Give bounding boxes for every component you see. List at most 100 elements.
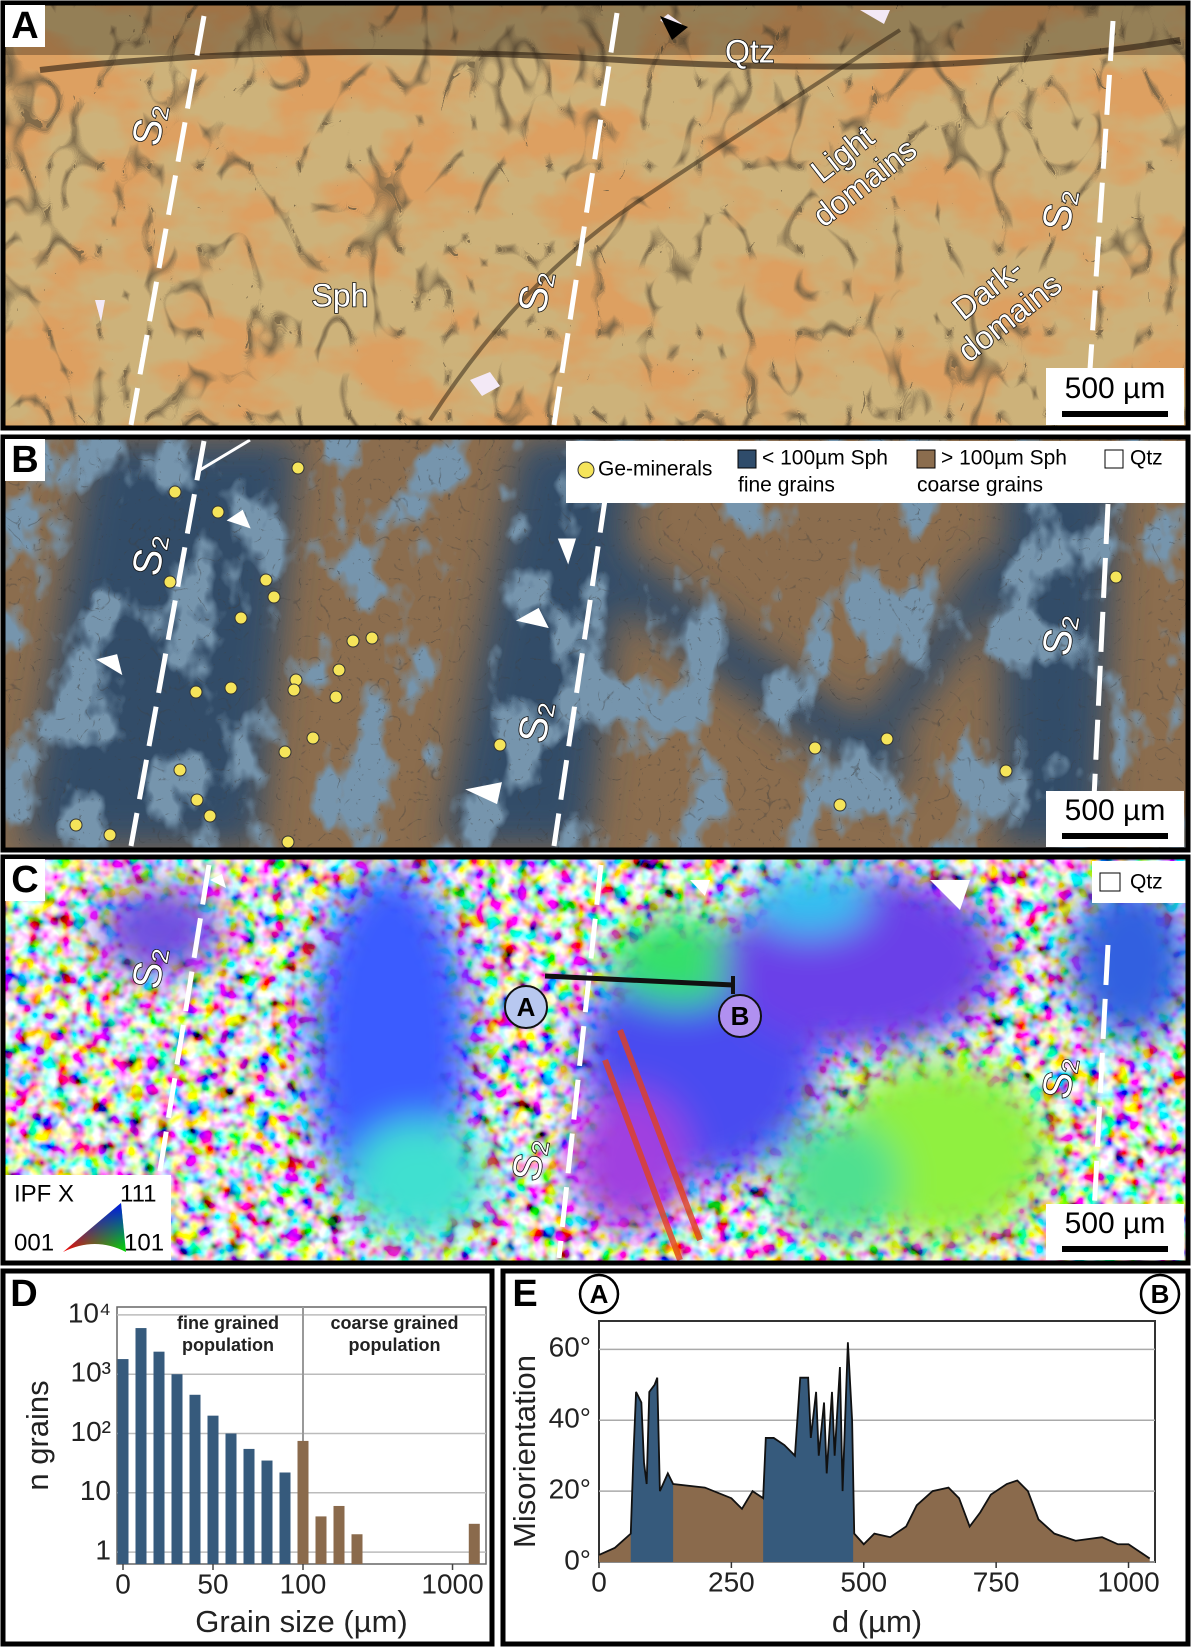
- ge-mineral: [999, 764, 1013, 778]
- bar: [171, 1374, 183, 1564]
- panel-a-image: [5, 5, 1186, 426]
- y-tick-label: 1: [95, 1534, 111, 1565]
- x-tick-label: 0: [115, 1568, 131, 1599]
- x-tick-label: 0: [591, 1566, 607, 1597]
- legend-marker: [1099, 872, 1121, 892]
- x-axis-title: Grain size (µm): [195, 1604, 408, 1639]
- ipf-corner: 101: [124, 1229, 164, 1256]
- ge-mineral: [224, 681, 238, 695]
- panel-letter-box: [5, 439, 45, 481]
- grain: [780, 1120, 900, 1240]
- ge-mineral: [69, 818, 83, 832]
- texture: [5, 5, 1186, 426]
- legend-marker: [737, 449, 757, 469]
- legend-label: Qtz: [1130, 871, 1163, 894]
- chart-e: 0° 20° 40° 60° 0 250 500 750 1000 A Bd (µm) Misorie…: [507, 1273, 1181, 1639]
- profile-marker-label: B: [731, 1001, 750, 1031]
- ge-mineral: [189, 685, 203, 699]
- texture: [5, 439, 1186, 848]
- scale-bar-label: 500 µm: [1065, 372, 1166, 405]
- ge-mineral: [203, 809, 217, 823]
- ge-mineral: [211, 505, 225, 519]
- ge-mineral: [287, 683, 301, 697]
- bar: [153, 1351, 165, 1564]
- panel-letter: B: [11, 439, 38, 481]
- y-tick-label: 10²: [71, 1416, 111, 1447]
- foliation-label: S₂: [510, 267, 561, 316]
- panel-letter: A: [11, 5, 38, 47]
- foliation-label: S₂: [510, 697, 561, 746]
- y-tick-label: 10⁴: [68, 1297, 111, 1328]
- profile-marker: [504, 985, 548, 1029]
- x-axis-title: d (µm): [832, 1604, 922, 1639]
- legend: [566, 441, 1186, 503]
- ge-mineral: [306, 731, 320, 745]
- quartz-grain: [96, 439, 577, 805]
- ge-mineral: [1109, 570, 1123, 584]
- profile-marker: [718, 994, 762, 1038]
- legend-label: Ge-minerals: [598, 458, 712, 481]
- panel-letter-box: [5, 5, 45, 47]
- foliation-label: S₂: [1034, 185, 1085, 234]
- ge-mineral: [329, 690, 343, 704]
- x-tick-label: 1000: [1097, 1566, 1159, 1597]
- bar: [135, 1328, 147, 1564]
- x-tick-label: 500: [840, 1566, 887, 1597]
- grain: [750, 865, 870, 935]
- y-tick-label: 20°: [549, 1474, 591, 1505]
- panel-c-image: [5, 859, 1186, 1261]
- profile-marker-label: A: [590, 1279, 609, 1309]
- foliation-label: S₂: [504, 1135, 555, 1184]
- bar: [261, 1460, 273, 1564]
- panel-letter-box: [5, 859, 45, 901]
- foliation-line: [551, 492, 609, 847]
- ge-mineral: [278, 745, 292, 759]
- y-tick-label: 60°: [549, 1332, 591, 1363]
- panel-letter: E: [512, 1273, 537, 1315]
- bar: [279, 1472, 291, 1564]
- legend-label: > 100µm Sph: [941, 447, 1067, 470]
- ge-mineral: [103, 828, 117, 842]
- y-tick-label: 10: [80, 1475, 111, 1506]
- legend-label: fine grains: [738, 474, 835, 497]
- x-tick-label: 50: [197, 1568, 228, 1599]
- grain: [570, 1090, 690, 1230]
- ipf-key: [5, 1175, 171, 1261]
- y-tick-label: 10³: [71, 1357, 111, 1388]
- legend-label: coarse grains: [917, 474, 1043, 497]
- foliation-line: [128, 440, 207, 847]
- profile-marker-label: A: [517, 992, 536, 1022]
- y-axis-title: n grains: [20, 1380, 55, 1490]
- profile-marker: [578, 1273, 620, 1315]
- annotation: fine grained: [177, 1313, 279, 1333]
- ge-minerals: [69, 461, 1123, 848]
- foliation-label: S₂: [124, 100, 175, 149]
- foliation-line: [1084, 20, 1116, 416]
- ge-mineral: [833, 798, 847, 812]
- bar: [297, 1440, 309, 1564]
- ge-mineral: [173, 763, 187, 777]
- ge-mineral: [808, 741, 822, 755]
- crack: [39, 37, 1181, 73]
- legend-label: < 100µm Sph: [762, 447, 888, 470]
- annotation: population: [182, 1335, 274, 1355]
- ipf-corner: 001: [14, 1229, 54, 1256]
- x-tick-label: 250: [708, 1566, 755, 1597]
- ge-mineral: [332, 663, 346, 677]
- panel-letter: D: [10, 1273, 37, 1315]
- legend-marker: [916, 449, 936, 469]
- panel-letter: C: [11, 859, 38, 901]
- ge-mineral: [190, 793, 204, 807]
- bar: [315, 1516, 327, 1564]
- panel-border: [500, 1268, 1191, 1647]
- foliation-label: S₂: [1034, 1053, 1085, 1102]
- scale-bar-label: 500 µm: [1065, 1207, 1166, 1240]
- ge-mineral: [259, 573, 273, 587]
- grain: [350, 1120, 490, 1240]
- bar: [207, 1415, 219, 1564]
- bar: [468, 1523, 480, 1564]
- foliation-label: S₂: [124, 530, 175, 579]
- foliation-line: [556, 864, 604, 1259]
- texture: [5, 5, 1186, 55]
